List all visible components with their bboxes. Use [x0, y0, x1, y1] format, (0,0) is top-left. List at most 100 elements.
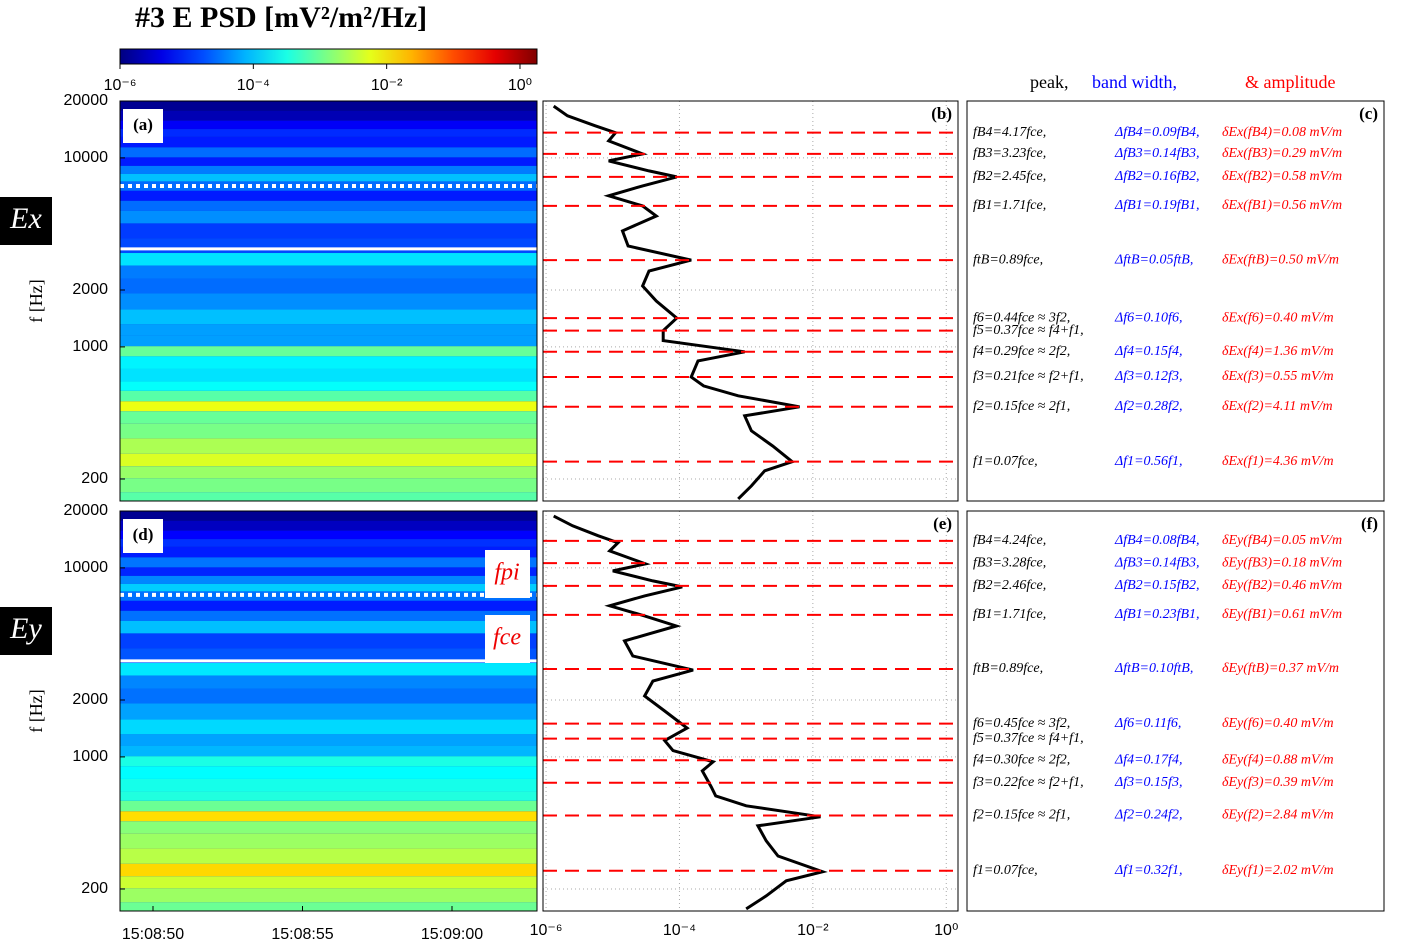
table-cell: δEy(ftB)=0.37 mV/m	[1222, 661, 1339, 676]
spectrogram-strip	[120, 703, 537, 720]
spectrogram-strip	[120, 821, 537, 834]
table-cell: ftB=0.89fce,	[973, 661, 1043, 676]
profile-frame	[542, 510, 959, 912]
profile-frame	[542, 100, 959, 502]
x-tick-label: 10⁻⁶	[530, 922, 563, 939]
spectrogram-strip	[120, 253, 537, 266]
table-cell: f6=0.44fce ≈ 3f2,	[973, 310, 1070, 325]
table-cell: Δf2=0.24f2,	[1114, 808, 1182, 823]
spectrogram-strip	[120, 688, 537, 704]
x-tick-label: 15:08:55	[271, 926, 333, 943]
table-cell: fB3=3.28fce,	[973, 555, 1046, 570]
spectrogram-strip	[120, 165, 537, 174]
table-cell: ΔftB=0.05ftB,	[1114, 252, 1193, 267]
spectrogram-strip	[120, 293, 537, 310]
colorbar-tick-label: 10⁻⁶	[104, 77, 137, 94]
spectrogram-strip	[120, 190, 537, 201]
spectrogram-strip	[120, 129, 537, 137]
spectrogram-strip	[120, 633, 537, 649]
spectrogram-strip	[120, 309, 537, 325]
table-cell: δEx(f2)=4.11 mV/m	[1222, 399, 1333, 414]
table-cell: fB2=2.45fce,	[973, 169, 1046, 184]
x-tick-label: 15:08:50	[122, 926, 184, 943]
table-cell: δEx(fB1)=0.56 mV/m	[1222, 198, 1342, 213]
spectrogram-strip	[120, 324, 537, 336]
spectrogram-strip	[120, 265, 537, 279]
spectrogram-strip	[120, 863, 537, 877]
column-header: peak,	[1030, 72, 1068, 92]
table-cell: δEx(fB3)=0.29 mV/m	[1222, 146, 1342, 161]
spectrogram-strip	[120, 734, 537, 746]
spectrogram-strip	[120, 381, 537, 391]
table-cell: Δf6=0.10f6,	[1114, 310, 1182, 325]
table-cell: fB3=3.23fce,	[973, 146, 1046, 161]
table-cell: f3=0.21fce ≈ f2+f1,	[973, 369, 1084, 384]
table-cell: Δf4=0.17f4,	[1114, 752, 1182, 767]
panel-label: (a)	[133, 115, 153, 134]
spectrogram-strip	[120, 600, 537, 611]
spectrogram-frame	[119, 510, 538, 912]
y-axis-label: f [Hz]	[26, 689, 46, 732]
table-cell: f5=0.37fce ≈ f4+f1,	[973, 731, 1084, 746]
table-cell: Δf3=0.12f3,	[1114, 369, 1182, 384]
y-tick-label: 10000	[64, 559, 109, 576]
figure-title: #3 E PSD [mV²/m²/Hz]	[135, 1, 427, 34]
panel-label: (d)	[133, 525, 154, 544]
spectrogram-strip	[120, 453, 537, 467]
fce-label: fce	[493, 625, 521, 651]
spectrogram-strip	[120, 157, 537, 166]
spectrogram-strip	[120, 766, 537, 779]
table-cell: δEy(fB4)=0.05 mV/m	[1222, 533, 1342, 548]
spectrogram-strip	[120, 833, 537, 849]
table-cell: ΔfB1=0.19fB1,	[1114, 198, 1200, 213]
table-cell: δEy(f4)=0.88 mV/m	[1222, 752, 1334, 767]
table-cell: δEx(f6)=0.40 mV/m	[1222, 310, 1334, 325]
y-tick-label: 1000	[72, 748, 108, 765]
table-cell: f1=0.07fce,	[973, 863, 1038, 878]
x-tick-label: 10⁻²	[797, 922, 829, 939]
table-cell: δEx(f1)=4.36 mV/m	[1222, 454, 1334, 469]
table-cell: δEy(f6)=0.40 mV/m	[1222, 716, 1334, 731]
spectrogram-strip	[120, 567, 537, 576]
fpi-label: fpi	[494, 560, 519, 586]
spectrogram-strip	[120, 478, 537, 493]
y-axis-label: f [Hz]	[26, 279, 46, 322]
spectrogram-strip	[120, 210, 537, 224]
psd-profile	[552, 104, 800, 500]
table-cell: fB4=4.24fce,	[973, 533, 1046, 548]
spectrogram-strip	[120, 401, 537, 412]
spectrogram-strip	[120, 173, 537, 182]
column-header: band width,	[1092, 72, 1177, 92]
spectrogram-strip	[120, 756, 537, 767]
table-cell: δEy(f1)=2.02 mV/m	[1222, 863, 1334, 878]
table-cell: f4=0.30fce ≈ 2f2,	[973, 752, 1070, 767]
component-box	[0, 197, 52, 245]
spectrogram-strip	[120, 368, 537, 382]
x-tick-label: 10⁰	[934, 922, 958, 939]
table-cell: ΔfB1=0.23fB1,	[1114, 607, 1200, 622]
spectrogram-strip	[120, 791, 537, 801]
table-cell: fB2=2.46fce,	[973, 578, 1046, 593]
table-cell: δEy(fB3)=0.18 mV/m	[1222, 555, 1342, 570]
panel-label: (c)	[1359, 104, 1378, 123]
table-cell: f2=0.15fce ≈ 2f1,	[973, 399, 1070, 414]
spectrogram-strip	[120, 200, 537, 211]
spectrogram-strip	[120, 800, 537, 812]
spectrogram-strip	[120, 278, 537, 294]
component-label: Ey	[9, 612, 42, 645]
spectrogram-frame	[119, 100, 538, 502]
table-cell: δEy(fB2)=0.46 mV/m	[1222, 578, 1342, 593]
psd-profile	[553, 514, 828, 911]
table-frame	[966, 510, 1385, 912]
spectrogram-strip	[120, 719, 537, 735]
table-cell: ΔfB2=0.16fB2,	[1114, 169, 1200, 184]
spectrogram-strip	[120, 356, 537, 369]
spectrogram-strip	[120, 136, 537, 148]
spectrogram-strip	[120, 438, 537, 454]
table-cell: δEy(f2)=2.84 mV/m	[1222, 808, 1334, 823]
table-cell: ΔfB2=0.15fB2,	[1114, 578, 1200, 593]
y-tick-label: 1000	[72, 338, 108, 355]
table-cell: Δf3=0.15f3,	[1114, 775, 1182, 790]
